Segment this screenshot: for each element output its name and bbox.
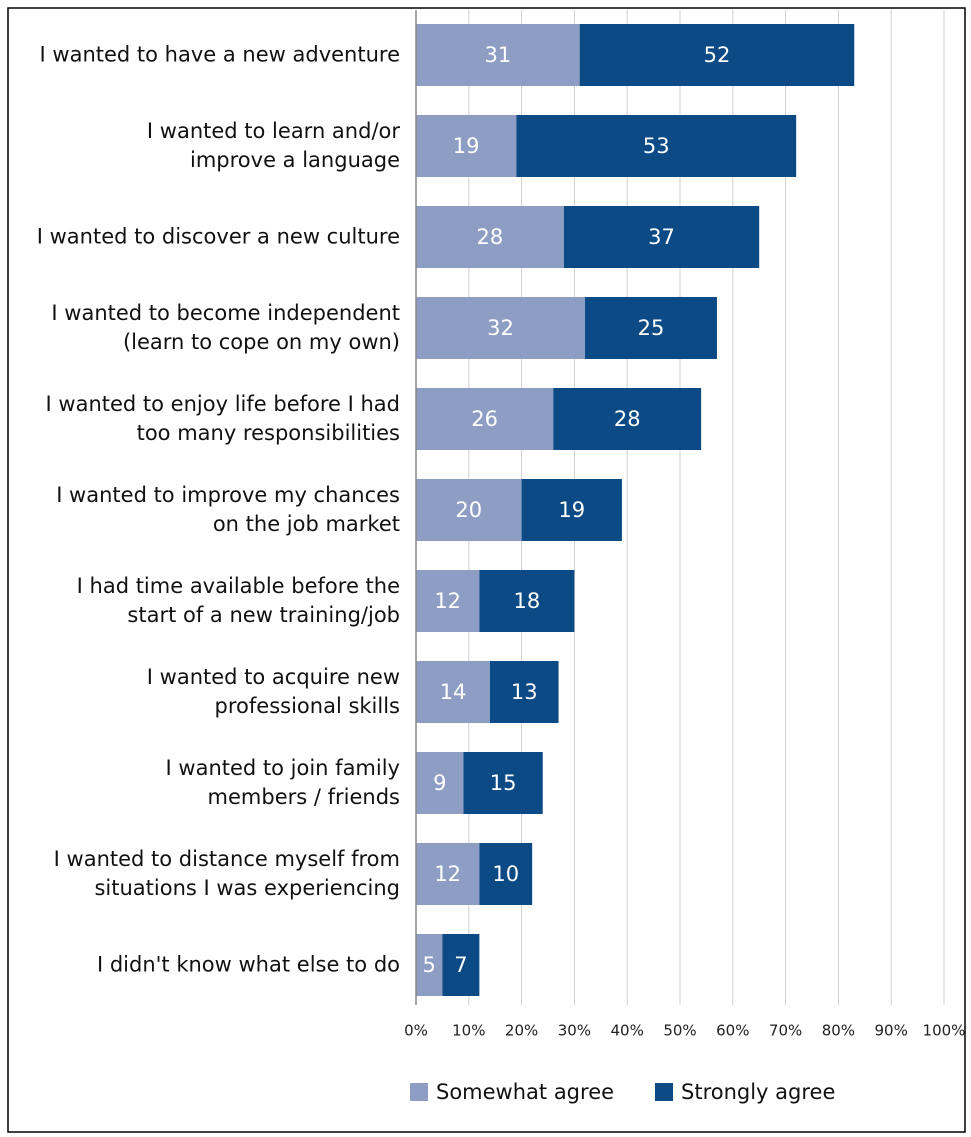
bar-segment: [416, 115, 517, 177]
bar-segment: [579, 24, 855, 86]
data-label: 12: [434, 862, 461, 886]
bar-segment: [521, 479, 622, 541]
bar-segment: [416, 479, 522, 541]
data-label: 37: [648, 225, 675, 249]
category-label: I wanted to discover a new culture: [36, 224, 400, 249]
category-label: I wanted to have a new adventure: [39, 42, 400, 67]
bar-segment: [416, 752, 464, 814]
category-label: I wanted to improve my chances on the jo…: [56, 483, 400, 536]
category-label: I had time available before the start of…: [76, 574, 400, 627]
bar-segment: [416, 206, 564, 268]
data-label: 9: [433, 771, 446, 795]
category-label: I wanted to distance myself from situati…: [53, 847, 400, 900]
x-tick-label: 20%: [505, 1022, 538, 1040]
category-label: I didn't know what else to do: [96, 952, 400, 977]
bar-segment: [479, 570, 575, 632]
data-label: 25: [638, 316, 665, 340]
category-label: I wanted to become independent (learn to…: [51, 301, 400, 354]
bar-segment: [416, 843, 480, 905]
data-label: 28: [614, 407, 641, 431]
bar-segment: [416, 661, 490, 723]
bar-segment: [516, 115, 797, 177]
data-label: 5: [423, 953, 436, 977]
x-tick-label: 100%: [923, 1022, 966, 1040]
data-label: 12: [434, 589, 461, 613]
legend-swatch: [410, 1083, 428, 1101]
bar-segment: [563, 206, 760, 268]
bar-segment: [416, 570, 480, 632]
x-tick-label: 50%: [663, 1022, 696, 1040]
bar-segment: [442, 934, 480, 996]
category-label: I wanted to learn and/or improve a langu…: [146, 119, 400, 172]
x-tick-label: 80%: [822, 1022, 855, 1040]
bar-segment: [489, 661, 559, 723]
bar-segment: [463, 752, 543, 814]
data-label: 32: [487, 316, 514, 340]
x-tick-label: 90%: [875, 1022, 908, 1040]
category-label: I wanted to join family members / friend…: [165, 756, 400, 809]
x-tick-label: 40%: [611, 1022, 644, 1040]
bar-segment: [416, 297, 585, 359]
data-label: 10: [492, 862, 519, 886]
x-tick-label: 70%: [769, 1022, 802, 1040]
x-tick-label: 0%: [404, 1022, 428, 1040]
category-label: I wanted to acquire new professional ski…: [146, 665, 400, 718]
data-label: 19: [453, 134, 480, 158]
data-label: 28: [477, 225, 504, 249]
data-label: 14: [440, 680, 467, 704]
bar-segment: [584, 297, 717, 359]
x-tick-label: 30%: [558, 1022, 591, 1040]
bar-segment: [553, 388, 702, 450]
data-label: 19: [558, 498, 585, 522]
data-label: 13: [511, 680, 538, 704]
data-label: 20: [455, 498, 482, 522]
legend-swatch: [655, 1083, 673, 1101]
data-label: 26: [471, 407, 498, 431]
x-tick-label: 60%: [716, 1022, 749, 1040]
frame: [7, 7, 966, 1133]
data-label: 15: [490, 771, 517, 795]
bar-segment: [416, 24, 580, 86]
data-label: 52: [704, 43, 731, 67]
data-label: 7: [454, 953, 467, 977]
legend-label: Somewhat agree: [436, 1080, 614, 1104]
data-label: 53: [643, 134, 670, 158]
data-label: 31: [484, 43, 511, 67]
data-label: 18: [514, 589, 541, 613]
legend-label: Strongly agree: [681, 1080, 835, 1104]
bar-segment: [416, 934, 443, 996]
category-label: I wanted to enjoy life before I had too …: [45, 392, 400, 445]
bar-segment: [479, 843, 533, 905]
bar-segment: [416, 388, 554, 450]
x-tick-label: 10%: [452, 1022, 485, 1040]
